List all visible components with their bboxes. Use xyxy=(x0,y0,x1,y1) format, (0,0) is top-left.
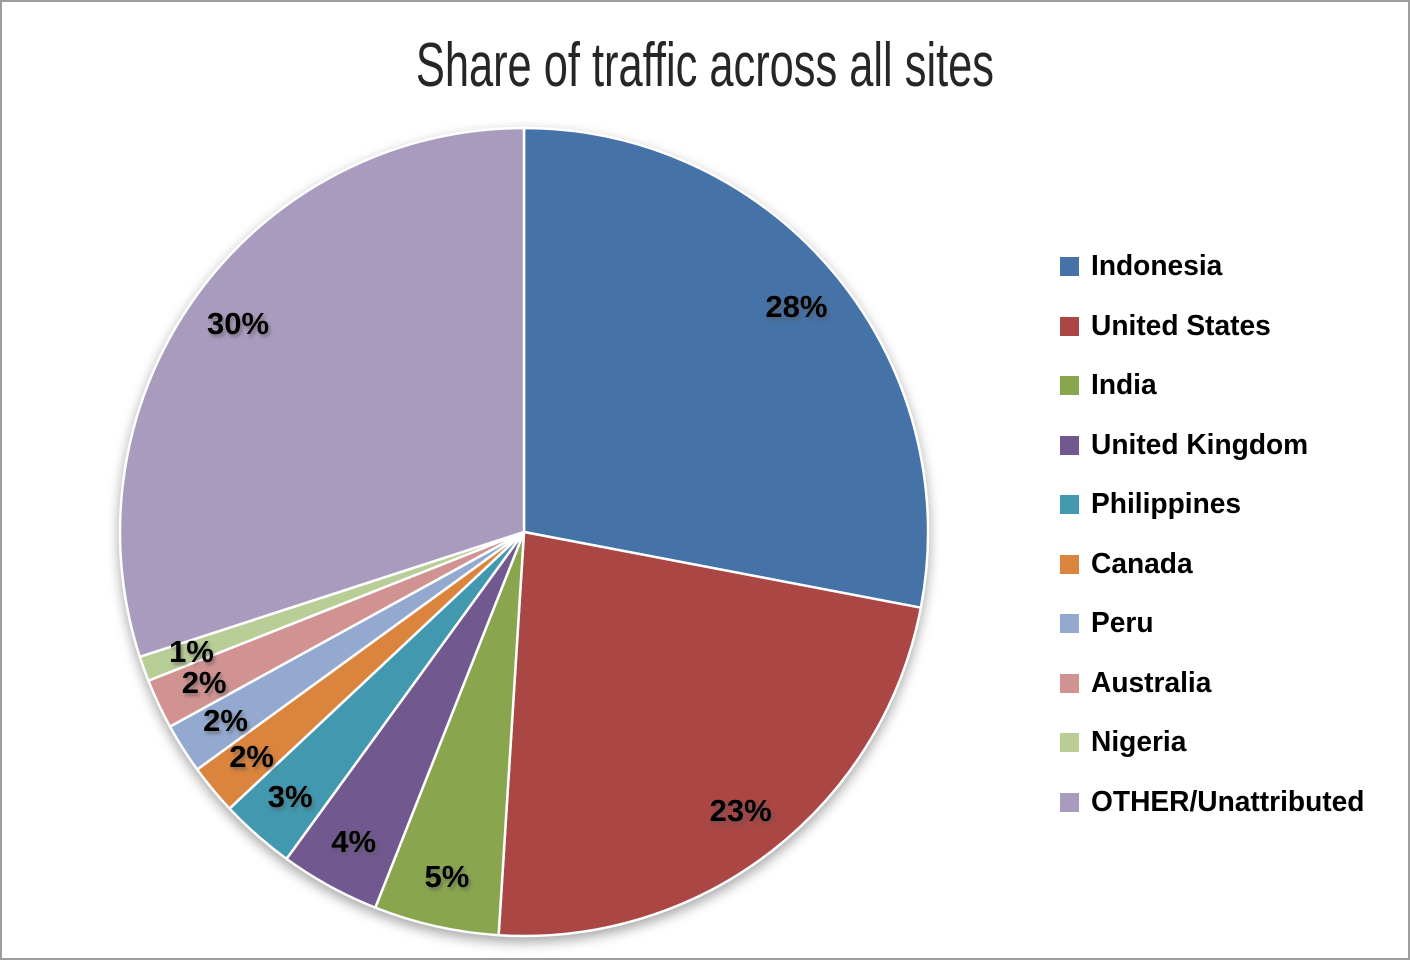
legend-label: Australia xyxy=(1091,666,1212,699)
legend-item-indonesia: Indonesia xyxy=(1060,237,1373,297)
legend-label: Philippines xyxy=(1091,488,1242,521)
pie-slice-other-unattributed xyxy=(118,126,526,659)
legend-item-peru: Peru xyxy=(1060,594,1373,654)
legend-swatch xyxy=(1060,792,1079,812)
legend-label: United States xyxy=(1091,309,1271,342)
pie-slice-indonesia xyxy=(522,126,930,609)
legend-swatch xyxy=(1060,554,1079,574)
legend-swatch xyxy=(1060,376,1079,396)
legend-swatch xyxy=(1060,257,1079,277)
legend-label: Nigeria xyxy=(1091,726,1187,759)
legend-item-philippines: Philippines xyxy=(1060,475,1373,535)
pie-slice-united-states xyxy=(497,530,923,938)
legend-swatch xyxy=(1060,673,1079,693)
legend: Indonesia United States India United Kin… xyxy=(1060,237,1373,832)
legend-label: OTHER/Unattributed xyxy=(1091,785,1365,818)
legend-item-united-states: United States xyxy=(1060,297,1373,357)
legend-item-india: India xyxy=(1060,356,1373,416)
legend-label: United Kingdom xyxy=(1091,428,1309,461)
legend-swatch xyxy=(1060,495,1079,515)
legend-swatch xyxy=(1060,316,1079,336)
legend-item-canada: Canada xyxy=(1060,535,1373,595)
legend-label: Canada xyxy=(1091,547,1193,580)
legend-label: India xyxy=(1091,369,1157,402)
legend-swatch xyxy=(1060,614,1079,634)
legend-swatch xyxy=(1060,733,1079,753)
legend-item-other-unattributed: OTHER/Unattributed xyxy=(1060,773,1373,833)
legend-swatch xyxy=(1060,435,1079,455)
legend-label: Indonesia xyxy=(1091,250,1223,283)
legend-item-nigeria: Nigeria xyxy=(1060,713,1373,773)
legend-item-united-kingdom: United Kingdom xyxy=(1060,416,1373,476)
legend-label: Peru xyxy=(1091,607,1154,640)
legend-item-australia: Australia xyxy=(1060,654,1373,714)
